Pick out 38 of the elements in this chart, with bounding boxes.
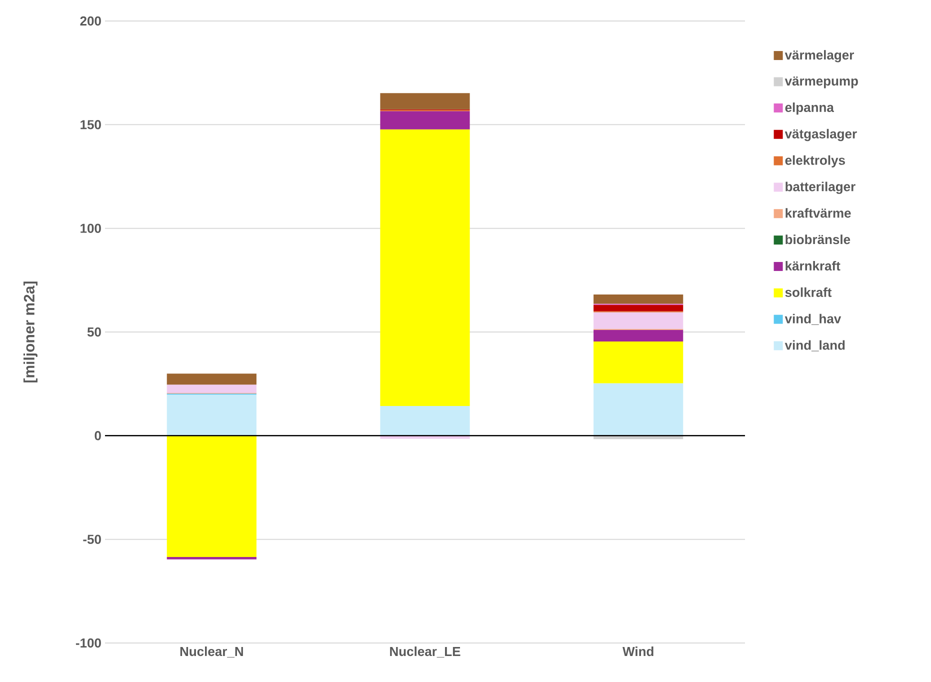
bar (166, 374, 256, 385)
y-tick-label: -100 (76, 638, 101, 648)
legend-label: biobränsle (786, 234, 850, 244)
y-tick-label: 100 (80, 224, 101, 233)
y-axis-title: [miljoner m2a] (23, 282, 38, 382)
bar (380, 406, 470, 436)
y-tick-label: 150 (80, 120, 101, 130)
legend-label: kraftvärme (786, 208, 851, 218)
legend-label: värmelager (784, 50, 854, 62)
bar (594, 330, 684, 342)
legend-label: elpanna (785, 102, 834, 115)
y-tick-label: 50 (87, 327, 101, 337)
bar (594, 304, 684, 312)
bar (166, 384, 256, 393)
bar (594, 294, 684, 304)
y-tick-label: 200 (80, 16, 101, 26)
legend-label: kärnkraft (786, 261, 840, 271)
bar (594, 383, 684, 436)
bar (380, 129, 470, 406)
y-tick-label: 0 (94, 431, 101, 440)
bar (166, 556, 256, 560)
legend-label: vind_land (784, 340, 845, 352)
x-tick-label: Wind (622, 646, 654, 656)
bar (594, 312, 684, 329)
bar (380, 111, 470, 130)
bar (594, 342, 684, 384)
legend-label: vätgaslager (784, 128, 857, 142)
legend-label: elektrolys (785, 155, 845, 168)
legend-label: batterilager (786, 182, 856, 194)
y-tick-label: -50 (83, 534, 101, 544)
bar (380, 93, 470, 110)
legend-label: vind_hav (784, 314, 842, 325)
bar (166, 394, 256, 436)
legend-label: värmepump (784, 76, 858, 88)
x-tick-label: Nuclear_LE (390, 646, 460, 658)
bar (166, 436, 256, 557)
x-tick-label: Nuclear_N (180, 646, 243, 658)
legend-label: solkraft (785, 287, 832, 297)
